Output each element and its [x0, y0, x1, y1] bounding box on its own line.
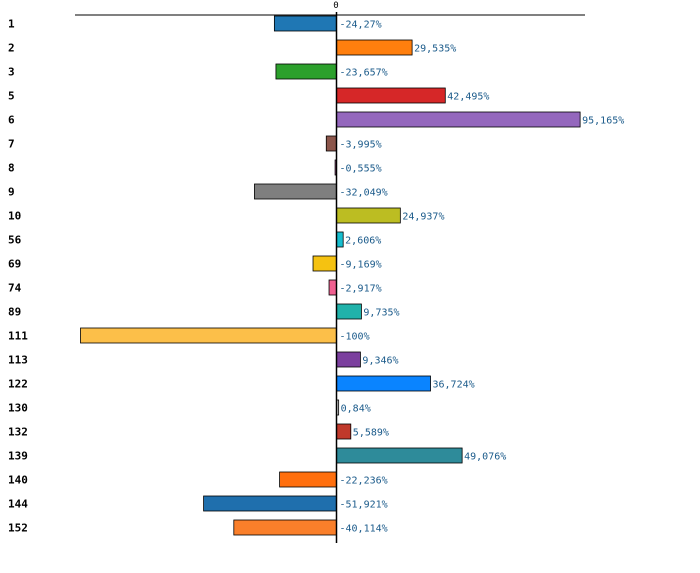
bar[interactable]: [203, 495, 337, 512]
category-label: 152: [8, 522, 28, 535]
bar[interactable]: [233, 519, 337, 536]
value-label: 36,724%: [433, 380, 475, 391]
value-label: 2,606%: [345, 236, 381, 247]
category-label: 74: [8, 282, 22, 295]
zero-tick-label: 0: [333, 1, 338, 11]
category-label: 132: [8, 426, 28, 439]
category-label: 7: [8, 138, 15, 151]
category-label: 111: [8, 330, 28, 343]
bar[interactable]: [336, 447, 463, 464]
value-label: -51,921%: [340, 500, 388, 511]
category-label: 130: [8, 402, 28, 415]
category-label: 2: [8, 42, 15, 55]
bar[interactable]: [254, 183, 337, 200]
bar[interactable]: [336, 111, 581, 128]
value-label: -23,657%: [340, 68, 388, 79]
bar[interactable]: [325, 135, 337, 152]
value-label: -2,917%: [340, 284, 382, 295]
category-label: 1: [8, 18, 15, 31]
value-label: -3,995%: [340, 140, 382, 151]
category-label: 144: [8, 498, 28, 511]
category-label: 10: [8, 210, 21, 223]
category-label: 56: [8, 234, 22, 247]
category-label: 8: [8, 162, 15, 175]
category-label: 9: [8, 186, 15, 199]
bar[interactable]: [336, 375, 431, 392]
bar[interactable]: [336, 39, 413, 56]
value-label: -22,236%: [340, 476, 388, 487]
category-label: 122: [8, 378, 28, 391]
value-label: 29,535%: [414, 44, 456, 55]
value-label: -40,114%: [340, 524, 388, 535]
value-label: 42,495%: [447, 92, 489, 103]
bar[interactable]: [275, 63, 337, 80]
bar[interactable]: [279, 471, 337, 488]
category-label: 140: [8, 474, 28, 487]
bar[interactable]: [273, 15, 337, 32]
category-label: 89: [8, 306, 21, 319]
value-label: -32,049%: [340, 188, 388, 199]
value-label: 9,735%: [363, 308, 399, 319]
value-label: -100%: [340, 332, 370, 343]
bar[interactable]: [336, 303, 362, 320]
value-label: 0,84%: [341, 404, 371, 415]
value-label: 49,076%: [464, 452, 506, 463]
bar[interactable]: [336, 207, 401, 224]
category-label: 69: [8, 258, 21, 271]
bar[interactable]: [336, 423, 352, 440]
value-label: 24,937%: [402, 212, 444, 223]
value-label: -0,555%: [340, 164, 382, 175]
category-label: 139: [8, 450, 28, 463]
value-label: 9,346%: [362, 356, 398, 367]
bar[interactable]: [312, 255, 337, 272]
bar[interactable]: [336, 87, 446, 104]
bar[interactable]: [336, 231, 344, 248]
value-label: -24,27%: [340, 20, 382, 31]
value-label: 95,165%: [582, 116, 624, 127]
bar[interactable]: [328, 279, 337, 296]
bar[interactable]: [336, 351, 361, 368]
bars-group: 1 -24,27% 2 29,535% 3 -23,657% 5 42,495% 6 95,165…: [8, 15, 624, 536]
category-label: 6: [8, 114, 15, 127]
value-label: 5,589%: [353, 428, 389, 439]
category-label: 3: [8, 66, 15, 79]
category-label: 113: [8, 354, 28, 367]
value-label: -9,169%: [340, 260, 382, 271]
category-label: 5: [8, 90, 15, 103]
bar[interactable]: [80, 327, 337, 344]
